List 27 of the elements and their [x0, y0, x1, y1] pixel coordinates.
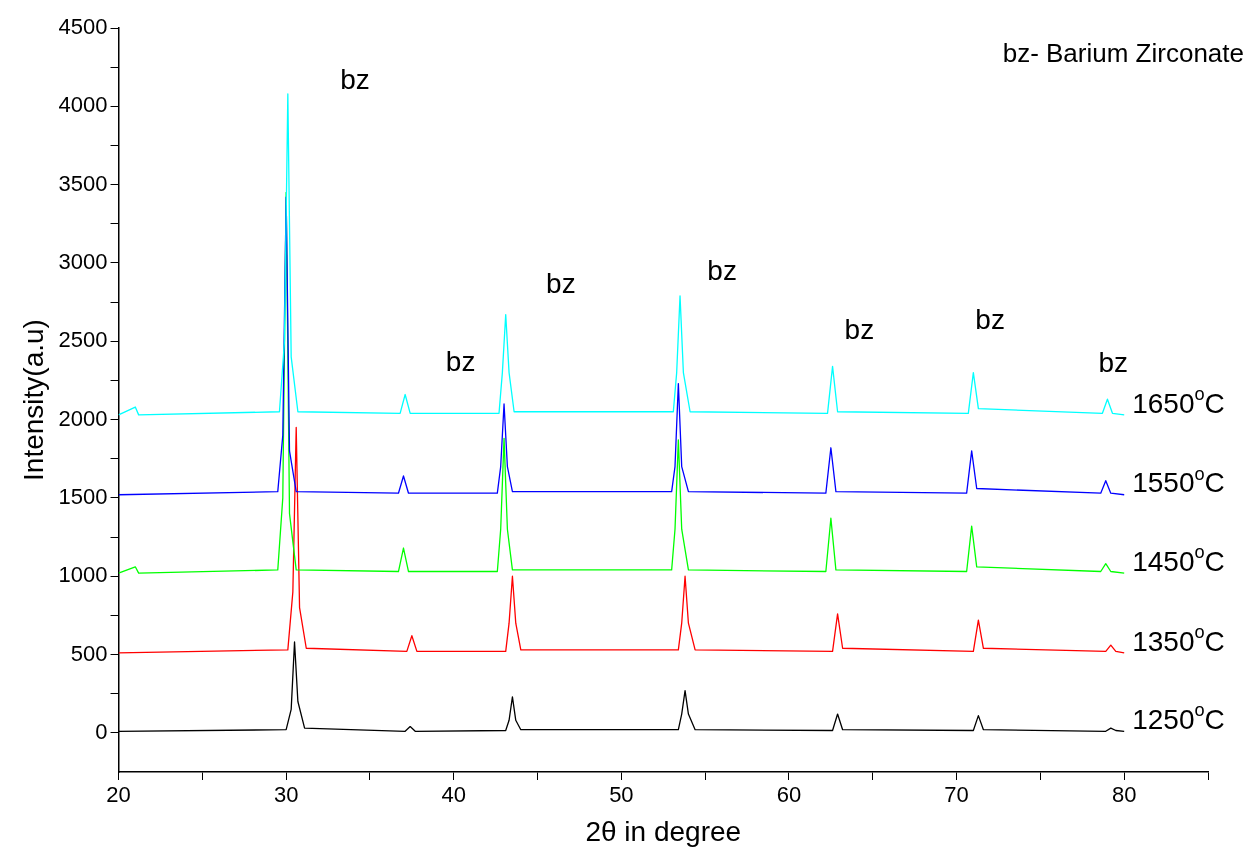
x-tick-label: 40	[441, 782, 466, 808]
annotation: bz	[707, 255, 737, 287]
y-tick-label: 0	[95, 718, 108, 744]
annotation: bz	[546, 268, 576, 300]
annotation: bz	[975, 303, 1005, 335]
x-tick-label: 50	[609, 782, 634, 808]
y-tick-label: 1000	[58, 562, 108, 588]
y-tick-label: 4500	[58, 14, 108, 40]
annotation: bz	[844, 314, 875, 346]
x-tick-label: 70	[944, 782, 969, 808]
x-tick-label: 20	[106, 782, 131, 808]
y-tick-label: 2500	[58, 327, 108, 353]
annotation: bz- Barium Zirconate	[1002, 38, 1244, 69]
y-tick-label: 500	[70, 640, 108, 666]
x-tick-label: 60	[776, 782, 802, 808]
annotation: bz	[445, 345, 476, 377]
y-tick-label: 2000	[58, 405, 108, 431]
y-tick-label: 3000	[58, 249, 108, 275]
x-tick-label: 80	[1111, 782, 1137, 808]
y-tick-label: 4000	[58, 92, 108, 118]
x-axis-title: 2θ in degree	[585, 815, 742, 847]
y-axis-title: Intensity(a.u)	[17, 319, 49, 481]
annotation: bz	[340, 64, 370, 96]
annotation: bz	[1098, 347, 1129, 379]
y-tick-label: 1500	[58, 483, 108, 509]
y-tick-label: 3500	[58, 170, 108, 196]
x-tick-label: 30	[273, 782, 299, 808]
